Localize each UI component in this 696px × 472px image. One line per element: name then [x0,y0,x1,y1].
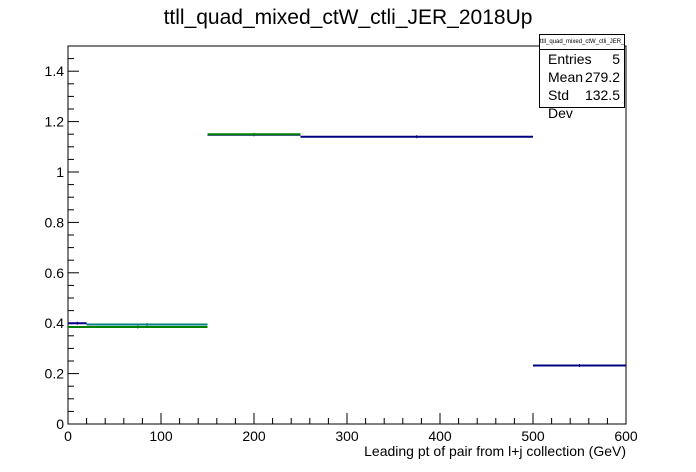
stats-stddev-value: 132.5 [584,87,620,103]
stats-mean-value: 279.2 [584,69,620,85]
y-tick-label: 1.4 [45,63,65,79]
y-tick-label: 0.2 [45,366,65,382]
x-tick-label: 100 [149,428,173,444]
histogram-bins [68,132,626,368]
stats-entries-label: Entries [548,51,592,67]
stats-box-title: ttll_quad_mixed_ctW_ctli_JER_2018Up [540,35,624,50]
y-tick-label: 0.8 [45,214,65,230]
x-tick-label: 300 [335,428,359,444]
x-axis-label: Leading pt of pair from l+j collection (… [364,443,626,459]
stats-box: ttll_quad_mixed_ctW_ctli_JER_2018Up Entr… [539,34,625,121]
axis-ticks: 0 100 200 300 400 500 600 0 0.2 0.4 0.6 0.8 1 1.2 1.4 [45,45,638,444]
stats-mean-label: Mean [548,69,584,85]
x-tick-label: 500 [521,428,545,444]
y-tick-label: 0.4 [45,315,65,331]
stats-entries-value: 5 [612,51,620,67]
x-tick-label: 600 [614,428,638,444]
x-tick-label: 400 [428,428,452,444]
x-tick-label: 0 [64,428,72,444]
stats-stddev-label: Std Dev [548,87,573,121]
y-tick-label: 0 [56,416,64,432]
y-tick-label: 0.6 [45,265,65,281]
y-tick-label: 1.2 [45,114,65,130]
stats-entries-row: Entries 5 [540,50,624,68]
stats-stddev-row: Std Dev 132.5 [540,86,624,121]
stats-mean-row: Mean 279.2 [540,68,624,86]
y-tick-label: 1 [56,164,64,180]
x-tick-label: 200 [242,428,266,444]
chart-title: ttll_quad_mixed_ctW_ctli_JER_2018Up [164,6,533,29]
